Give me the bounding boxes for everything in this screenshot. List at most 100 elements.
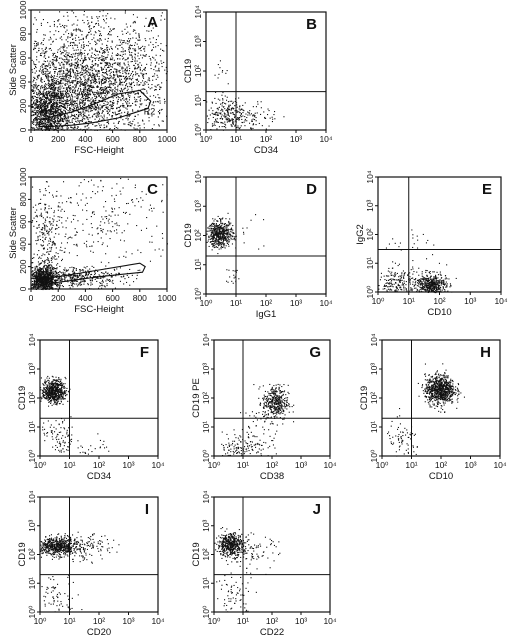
scatter-point <box>39 270 41 272</box>
scatter-point <box>211 112 213 114</box>
scatter-point <box>79 273 81 275</box>
scatter-point <box>160 43 162 45</box>
scatter-point <box>134 93 136 95</box>
scatter-point <box>95 99 97 101</box>
scatter-point <box>228 119 230 121</box>
scatter-point <box>69 107 71 109</box>
scatter-point <box>133 74 135 76</box>
scatter-point <box>117 75 119 77</box>
scatter-point <box>51 287 53 289</box>
scatter-point <box>81 62 83 64</box>
scatter-point <box>62 274 64 276</box>
scatter-point <box>60 109 62 111</box>
scatter-point <box>115 46 117 48</box>
scatter-point <box>88 69 90 71</box>
scatter-point <box>257 103 259 105</box>
scatter-point <box>239 112 241 114</box>
scatter-point <box>87 117 89 119</box>
scatter-point <box>62 126 64 128</box>
scatter-point <box>50 108 52 110</box>
scatter-point <box>76 80 78 82</box>
scatter-point <box>89 107 91 109</box>
scatter-point <box>111 90 113 92</box>
scatter-point <box>42 108 44 110</box>
scatter-point <box>71 64 73 66</box>
scatter-point <box>50 84 52 86</box>
scatter-point <box>134 115 136 117</box>
scatter-point <box>40 273 42 275</box>
scatter-point <box>119 115 121 117</box>
scatter-point <box>48 39 50 41</box>
scatter-point <box>37 281 39 283</box>
scatter-point <box>155 78 157 80</box>
scatter-point <box>227 101 229 103</box>
scatter-point <box>47 70 49 72</box>
scatter-point <box>109 75 111 77</box>
scatter-point <box>163 98 165 100</box>
scatter-point <box>49 128 51 130</box>
scatter-point <box>43 80 45 82</box>
scatter-point <box>105 64 107 66</box>
scatter-point <box>73 109 75 111</box>
scatter-point <box>41 64 43 66</box>
scatter-point <box>40 115 42 117</box>
scatter-point <box>74 125 76 127</box>
scatter-point <box>154 89 156 91</box>
scatter-point <box>46 115 48 117</box>
scatter-point <box>113 62 115 64</box>
scatter-point <box>33 111 35 113</box>
scatter-point <box>94 48 96 50</box>
scatter-point <box>87 124 89 126</box>
scatter-point <box>47 265 49 267</box>
scatter-point <box>35 278 37 280</box>
scatter-point <box>36 278 38 280</box>
scatter-point <box>142 120 144 122</box>
scatter-point <box>62 47 64 49</box>
scatter-point <box>236 118 238 120</box>
scatter-point <box>76 70 78 72</box>
scatter-point <box>107 102 109 104</box>
scatter-point <box>110 83 112 85</box>
scatter-point <box>110 69 112 71</box>
scatter-point <box>93 94 95 96</box>
scatter-point <box>60 112 62 114</box>
scatter-point <box>89 103 91 105</box>
scatter-point <box>33 123 35 125</box>
scatter-point <box>73 267 75 269</box>
scatter-point <box>156 84 158 86</box>
scatter-point <box>103 56 105 58</box>
scatter-point <box>72 81 74 83</box>
scatter-point <box>91 66 93 68</box>
scatter-point <box>41 280 43 282</box>
scatter-point <box>44 261 46 263</box>
scatter-point <box>134 104 136 106</box>
scatter-point <box>74 74 76 76</box>
scatter-point <box>85 115 87 117</box>
scatter-point <box>63 109 65 111</box>
scatter-point <box>61 62 63 64</box>
scatter-point <box>230 112 232 114</box>
scatter-point <box>260 107 262 109</box>
scatter-point <box>38 286 40 288</box>
scatter-point <box>60 97 62 99</box>
scatter-point <box>121 66 123 68</box>
scatter-point <box>51 87 53 89</box>
scatter-point <box>82 119 84 121</box>
scatter-point <box>47 75 49 77</box>
scatter-point <box>84 280 86 282</box>
scatter-point <box>86 117 88 119</box>
scatter-point <box>79 111 81 113</box>
scatter-point <box>57 111 59 113</box>
scatter-point <box>83 72 85 74</box>
scatter-point <box>86 98 88 100</box>
scatter-point <box>42 114 44 116</box>
scatter-point <box>75 76 77 78</box>
scatter-point <box>110 57 112 59</box>
scatter-point <box>123 62 125 64</box>
scatter-point <box>110 17 112 19</box>
scatter-point <box>128 82 130 84</box>
scatter-point <box>42 66 44 68</box>
scatter-point <box>209 114 211 116</box>
scatter-point <box>123 81 125 83</box>
scatter-point <box>94 78 96 80</box>
